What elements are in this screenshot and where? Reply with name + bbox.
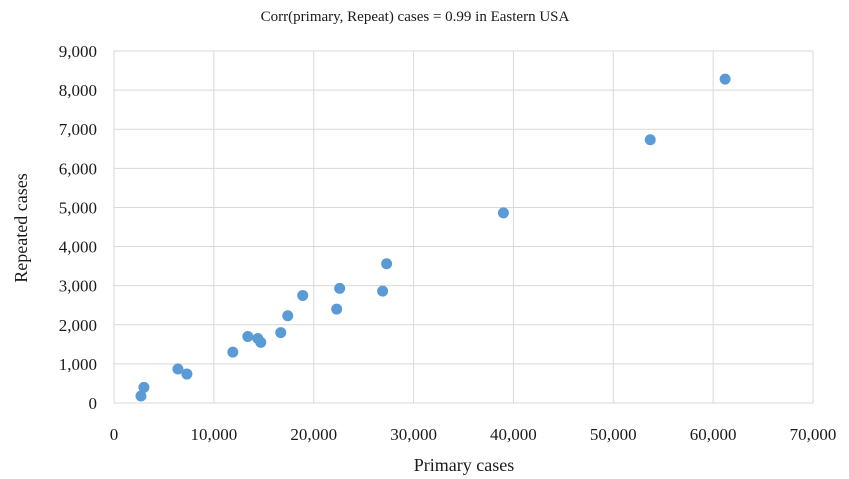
data-point (381, 258, 393, 270)
x-tick-label: 10,000 (190, 425, 237, 444)
data-point (297, 289, 309, 301)
y-tick-label: 6,000 (59, 159, 97, 178)
data-point (719, 73, 731, 85)
x-tick-label: 70,000 (790, 425, 837, 444)
y-tick-label: 0 (89, 394, 98, 413)
y-tick-label: 4,000 (59, 238, 97, 257)
chart-title: Corr(primary, Repeat) cases = 0.99 in Ea… (261, 9, 570, 25)
data-point (138, 381, 150, 393)
y-tick-label: 5,000 (59, 198, 97, 217)
y-tick-label: 1,000 (59, 355, 97, 374)
x-tick-label: 60,000 (690, 425, 737, 444)
data-point (181, 368, 193, 380)
data-point (242, 331, 254, 343)
plot-area-border (113, 50, 814, 404)
x-axis-title: Primary cases (414, 455, 514, 475)
data-point (644, 134, 656, 146)
x-tick-label: 0 (110, 425, 119, 444)
data-point (255, 336, 267, 348)
y-tick-label: 8,000 (59, 81, 97, 100)
data-point (331, 303, 343, 315)
y-tick-label: 2,000 (59, 316, 97, 335)
gridlines (113, 50, 814, 404)
y-axis-title: Repeated cases (11, 173, 31, 282)
x-tick-label: 40,000 (490, 425, 537, 444)
x-tick-label: 50,000 (590, 425, 637, 444)
y-tick-label: 3,000 (59, 277, 97, 296)
x-tick-label: 30,000 (390, 425, 437, 444)
data-point (172, 363, 184, 375)
data-point (227, 346, 239, 358)
y-tick-label: 7,000 (59, 120, 97, 139)
data-points (135, 73, 731, 402)
data-point (275, 327, 287, 339)
data-point (282, 310, 294, 322)
data-point (135, 390, 147, 402)
data-point (377, 285, 389, 297)
data-point (334, 282, 346, 294)
x-tick-label: 20,000 (290, 425, 337, 444)
y-tick-label: 9,000 (59, 42, 97, 61)
data-point (497, 207, 509, 219)
axes: 0 10,000 20,000 30,000 40,000 50,000 60,000 70,… (59, 42, 837, 444)
